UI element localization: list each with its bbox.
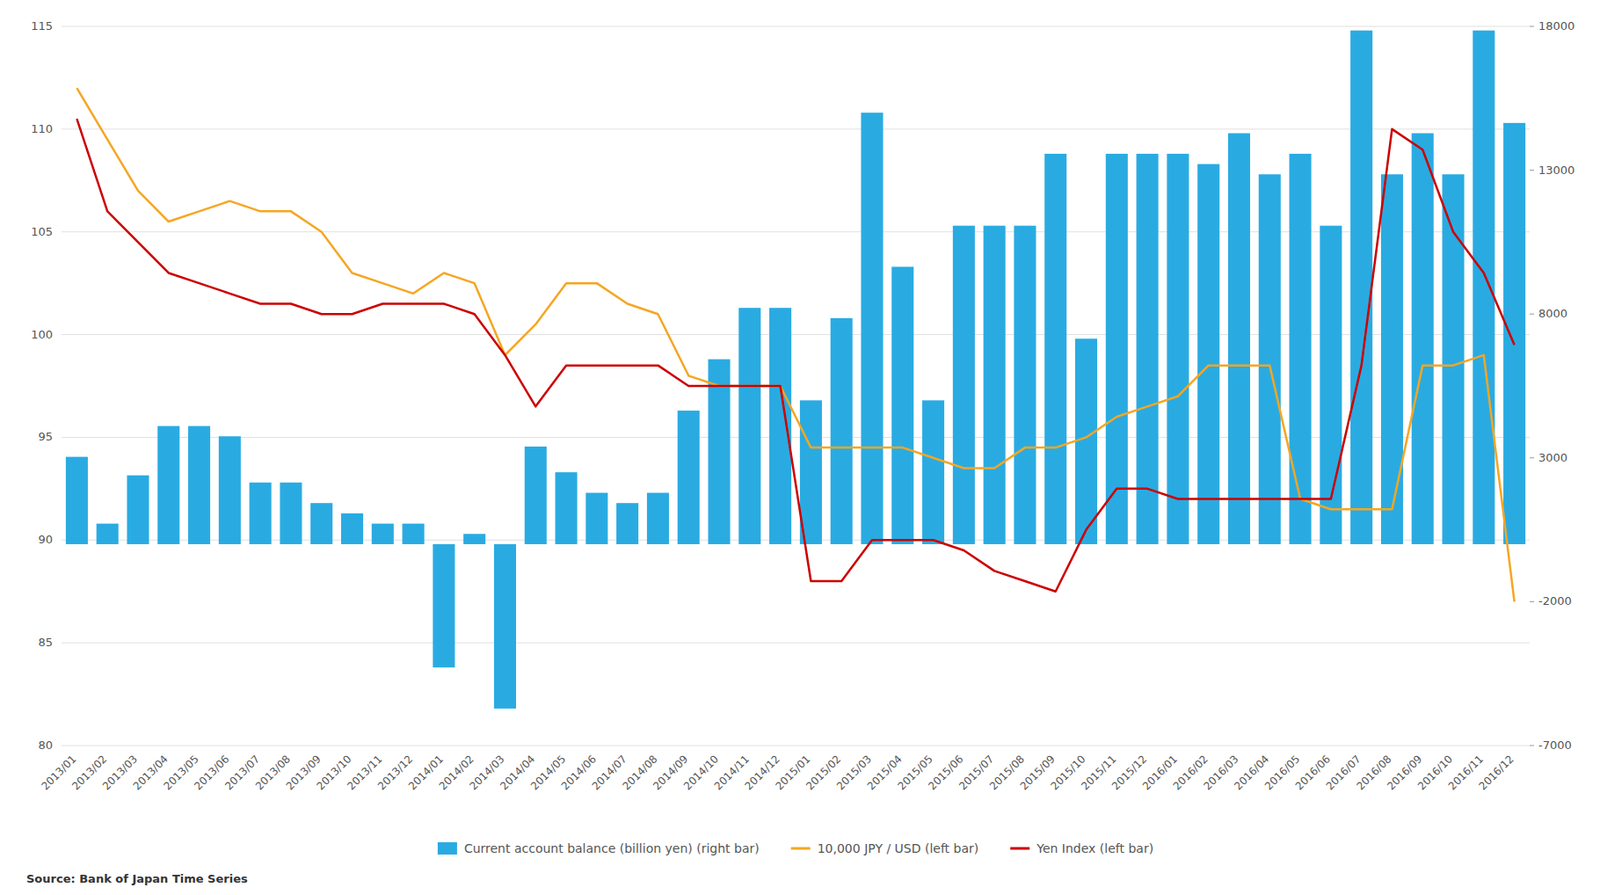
bar (1075, 338, 1098, 545)
bar (1411, 133, 1434, 545)
legend-item: Yen Index (left bar) (1010, 841, 1154, 856)
y2-tick (1529, 745, 1535, 747)
y2-tick (1529, 601, 1535, 603)
legend-swatch (1010, 847, 1030, 851)
bar (157, 426, 180, 545)
y-tick-label: 95 (37, 429, 53, 444)
y2-tick-label: -2000 (1538, 594, 1572, 608)
bar (1044, 153, 1067, 545)
bar (891, 266, 914, 545)
bar (860, 112, 883, 545)
legend-item: 10,000 JPY / USD (left bar) (791, 841, 980, 856)
y-tick-label: 80 (37, 738, 53, 752)
bar (1166, 153, 1189, 545)
y2-tick-label: -7000 (1538, 738, 1572, 752)
bar (1472, 30, 1495, 545)
line (76, 87, 1514, 602)
bar (616, 502, 639, 545)
bar (524, 446, 547, 545)
bar (249, 482, 272, 545)
legend-item: Current account balance (billion yen) (r… (437, 841, 760, 856)
legend: Current account balance (billion yen) (r… (437, 841, 1154, 856)
legend-swatch (791, 847, 811, 851)
bar (585, 493, 608, 545)
bar (1503, 123, 1526, 545)
bar (96, 523, 119, 545)
grid-line (61, 642, 1530, 644)
bar (1350, 30, 1373, 545)
bar (126, 475, 149, 545)
legend-swatch (437, 842, 458, 855)
bar (65, 457, 88, 545)
bar (922, 400, 945, 545)
bar (1105, 153, 1128, 545)
chart: 80 85 90 95 100 105 110 115 -7000 -2000 3000 8000 13… (0, 0, 1600, 895)
bar (647, 493, 670, 545)
y-tick-label: 105 (30, 225, 53, 239)
bar (555, 472, 578, 545)
bar (1289, 153, 1312, 545)
legend-label: Yen Index (left bar) (1035, 841, 1154, 856)
bar (188, 426, 211, 545)
bar (1258, 174, 1281, 545)
y2-tick-label: 13000 (1538, 163, 1575, 177)
bar (310, 502, 333, 545)
line (76, 118, 1514, 592)
bar (1013, 225, 1036, 545)
y2-tick (1529, 169, 1535, 171)
grid-line (61, 745, 1530, 747)
y2-tick (1529, 457, 1535, 459)
bar (371, 523, 394, 545)
bar (494, 544, 517, 709)
grid (61, 26, 1530, 746)
y-tick-label: 110 (30, 122, 53, 136)
source-note: Source: Bank of Japan Time Series (26, 872, 248, 886)
y-tick-label: 100 (30, 327, 53, 342)
bar (1136, 153, 1159, 545)
x-tick-label: 2016/12 (1476, 752, 1517, 793)
bar (341, 513, 364, 545)
y2-tick (1529, 26, 1535, 28)
bar (677, 410, 700, 545)
bar (218, 436, 241, 545)
y-tick-label: 85 (37, 635, 53, 649)
legend-label: Current account balance (billion yen) (r… (464, 841, 760, 856)
y2-tick-label: 18000 (1538, 19, 1575, 33)
y2-tick-label: 3000 (1538, 450, 1568, 465)
bar (1381, 174, 1404, 545)
grid-line (61, 26, 1530, 28)
bar (402, 523, 425, 545)
bar (769, 307, 792, 545)
bar (830, 318, 853, 545)
bar (432, 544, 455, 668)
bar (463, 533, 486, 545)
bar (1197, 164, 1220, 545)
grid-line (61, 128, 1530, 130)
bar (279, 482, 302, 545)
y2-tick-label: 8000 (1538, 306, 1568, 320)
legend-label: 10,000 JPY / USD (left bar) (817, 841, 980, 856)
bar-series (65, 30, 1526, 709)
y-tick-label: 115 (30, 19, 53, 33)
bar (800, 400, 822, 545)
marks (65, 30, 1526, 709)
bar (738, 307, 761, 545)
y-tick-label: 90 (37, 532, 53, 546)
axes: 80 85 90 95 100 105 110 115 -7000 -2000 3000 8000 13… (30, 19, 1575, 793)
bar (1228, 133, 1251, 545)
y2-tick (1529, 313, 1535, 315)
bar (952, 225, 975, 545)
bar (983, 225, 1006, 545)
